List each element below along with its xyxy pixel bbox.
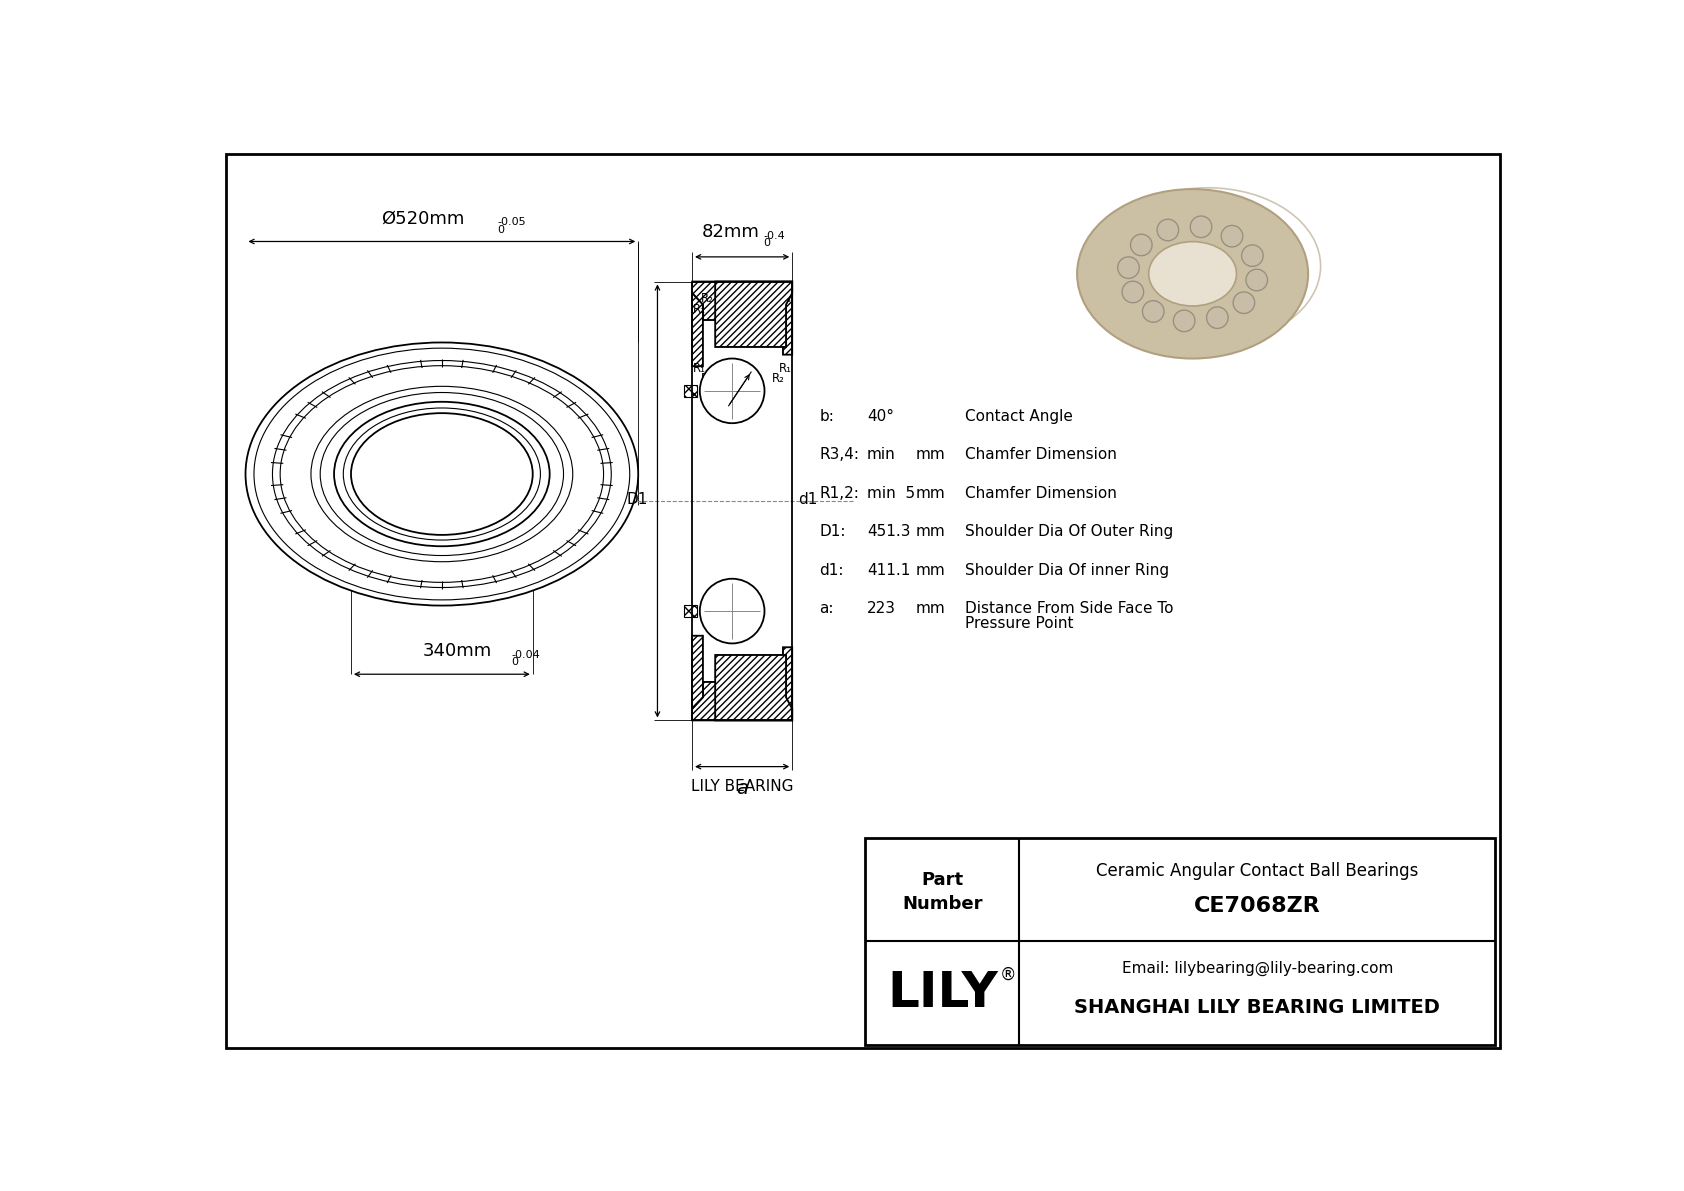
Polygon shape — [783, 293, 791, 355]
Ellipse shape — [246, 343, 638, 605]
Text: b:: b: — [818, 409, 834, 424]
Ellipse shape — [320, 393, 564, 555]
Ellipse shape — [273, 361, 611, 587]
Polygon shape — [716, 655, 791, 721]
Text: Chamfer Dimension: Chamfer Dimension — [965, 447, 1118, 462]
Text: CE7068ZR: CE7068ZR — [1194, 897, 1320, 916]
Text: b: b — [754, 375, 763, 389]
Text: R₁: R₁ — [778, 362, 791, 375]
Text: LILY BEARING: LILY BEARING — [690, 779, 793, 793]
Text: d1: d1 — [798, 492, 818, 507]
Text: D1:: D1: — [818, 524, 845, 540]
Text: R₂: R₂ — [701, 373, 714, 386]
Text: -0.4: -0.4 — [765, 231, 785, 242]
Circle shape — [1233, 292, 1255, 313]
Text: 40°: 40° — [867, 409, 894, 424]
Polygon shape — [684, 605, 697, 617]
Polygon shape — [692, 281, 791, 320]
Polygon shape — [783, 647, 791, 709]
Text: mm: mm — [916, 447, 945, 462]
Text: Ceramic Angular Contact Ball Bearings: Ceramic Angular Contact Ball Bearings — [1096, 862, 1418, 880]
Text: min  5: min 5 — [867, 486, 914, 500]
Text: R₄: R₄ — [771, 303, 785, 316]
Text: -0.04: -0.04 — [512, 649, 541, 660]
Text: R₁: R₁ — [692, 362, 706, 375]
Bar — [866, 838, 1495, 1045]
Text: 82mm: 82mm — [702, 224, 759, 242]
Circle shape — [1191, 216, 1212, 237]
Text: R₂: R₂ — [771, 373, 785, 386]
Text: R₃: R₃ — [778, 292, 791, 305]
Text: 0: 0 — [497, 225, 504, 235]
Polygon shape — [692, 682, 791, 721]
Polygon shape — [716, 281, 791, 347]
Text: -0.05: -0.05 — [497, 217, 525, 226]
Text: Contact Angle: Contact Angle — [965, 409, 1073, 424]
Text: Chamfer Dimension: Chamfer Dimension — [965, 486, 1118, 500]
Text: R₁: R₁ — [692, 303, 706, 316]
Text: 340mm: 340mm — [423, 642, 492, 660]
Circle shape — [1221, 225, 1243, 247]
Ellipse shape — [333, 401, 549, 547]
Text: 0: 0 — [765, 238, 771, 249]
Text: min: min — [867, 447, 896, 462]
Text: Ø520mm: Ø520mm — [381, 210, 465, 227]
Text: mm: mm — [916, 562, 945, 578]
Polygon shape — [692, 293, 702, 366]
Text: a:: a: — [818, 601, 834, 616]
Text: ®: ® — [1000, 966, 1015, 984]
Ellipse shape — [1078, 189, 1308, 358]
Text: mm: mm — [916, 486, 945, 500]
Circle shape — [1118, 257, 1140, 279]
Circle shape — [1157, 219, 1179, 241]
Text: R1,2:: R1,2: — [818, 486, 859, 500]
Circle shape — [1206, 307, 1228, 329]
Text: LILY: LILY — [887, 969, 997, 1017]
Text: Pressure Point: Pressure Point — [965, 616, 1074, 631]
Text: Email: lilybearing@lily-bearing.com: Email: lilybearing@lily-bearing.com — [1122, 961, 1393, 975]
Ellipse shape — [254, 348, 630, 600]
Circle shape — [701, 579, 765, 643]
Text: a: a — [736, 779, 748, 798]
Ellipse shape — [344, 409, 541, 540]
Text: Shoulder Dia Of inner Ring: Shoulder Dia Of inner Ring — [965, 562, 1170, 578]
Text: 223: 223 — [867, 601, 896, 616]
Text: Distance From Side Face To: Distance From Side Face To — [965, 601, 1174, 616]
Circle shape — [1122, 281, 1143, 303]
Text: R3,4:: R3,4: — [818, 447, 859, 462]
Ellipse shape — [1148, 242, 1236, 306]
Text: mm: mm — [916, 524, 945, 540]
Text: mm: mm — [916, 601, 945, 616]
Circle shape — [1241, 245, 1263, 267]
Polygon shape — [684, 385, 697, 397]
Ellipse shape — [1152, 243, 1234, 305]
Circle shape — [1130, 235, 1152, 256]
Text: D1: D1 — [626, 492, 647, 507]
Text: Part
Number: Part Number — [903, 871, 982, 912]
Text: d1:: d1: — [818, 562, 844, 578]
Polygon shape — [692, 636, 702, 709]
Text: R₂: R₂ — [701, 292, 714, 305]
Text: 411.1: 411.1 — [867, 562, 911, 578]
Text: Shoulder Dia Of Outer Ring: Shoulder Dia Of Outer Ring — [965, 524, 1174, 540]
Circle shape — [1174, 310, 1196, 331]
Text: SHANGHAI LILY BEARING LIMITED: SHANGHAI LILY BEARING LIMITED — [1074, 998, 1440, 1017]
Ellipse shape — [280, 366, 603, 582]
Circle shape — [1246, 269, 1268, 291]
Circle shape — [1142, 300, 1164, 323]
Ellipse shape — [350, 413, 532, 535]
Text: 451.3: 451.3 — [867, 524, 911, 540]
Text: 0: 0 — [512, 657, 519, 667]
Ellipse shape — [312, 386, 573, 562]
Circle shape — [701, 358, 765, 423]
